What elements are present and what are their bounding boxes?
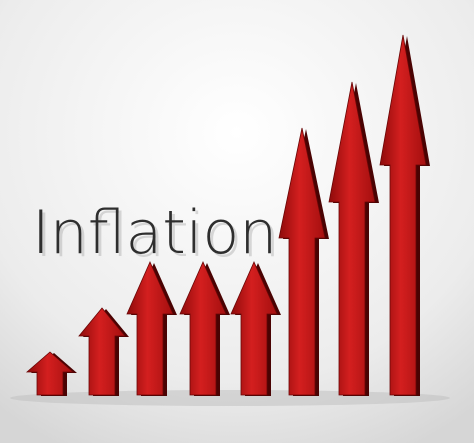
arrow	[328, 81, 376, 396]
title: Inflation	[32, 198, 277, 268]
arrow	[78, 307, 126, 396]
arrow	[379, 34, 427, 396]
arrow	[179, 261, 227, 396]
title-shadow: Inflation	[35, 201, 280, 271]
arrow	[230, 261, 278, 396]
arrow	[126, 261, 174, 396]
arrows	[25, 34, 430, 396]
arrow	[278, 127, 326, 396]
arrow	[25, 351, 75, 396]
ground-shadow	[10, 390, 450, 406]
